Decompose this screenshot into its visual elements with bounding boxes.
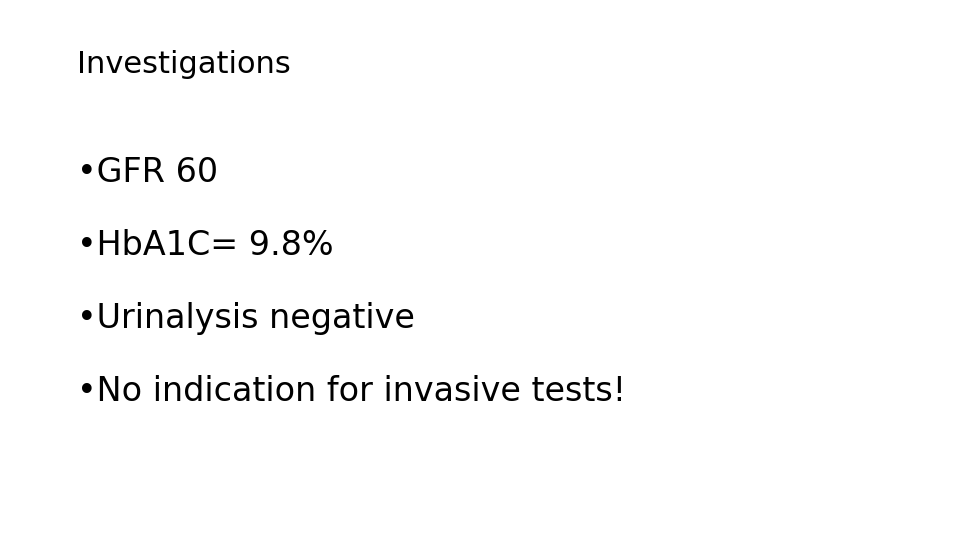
Text: •HbA1C= 9.8%: •HbA1C= 9.8% [77, 229, 333, 262]
Text: •No indication for invasive tests!: •No indication for invasive tests! [77, 375, 626, 408]
Text: •Urinalysis negative: •Urinalysis negative [77, 302, 415, 335]
Text: •GFR 60: •GFR 60 [77, 156, 218, 190]
Text: Investigations: Investigations [77, 50, 291, 79]
